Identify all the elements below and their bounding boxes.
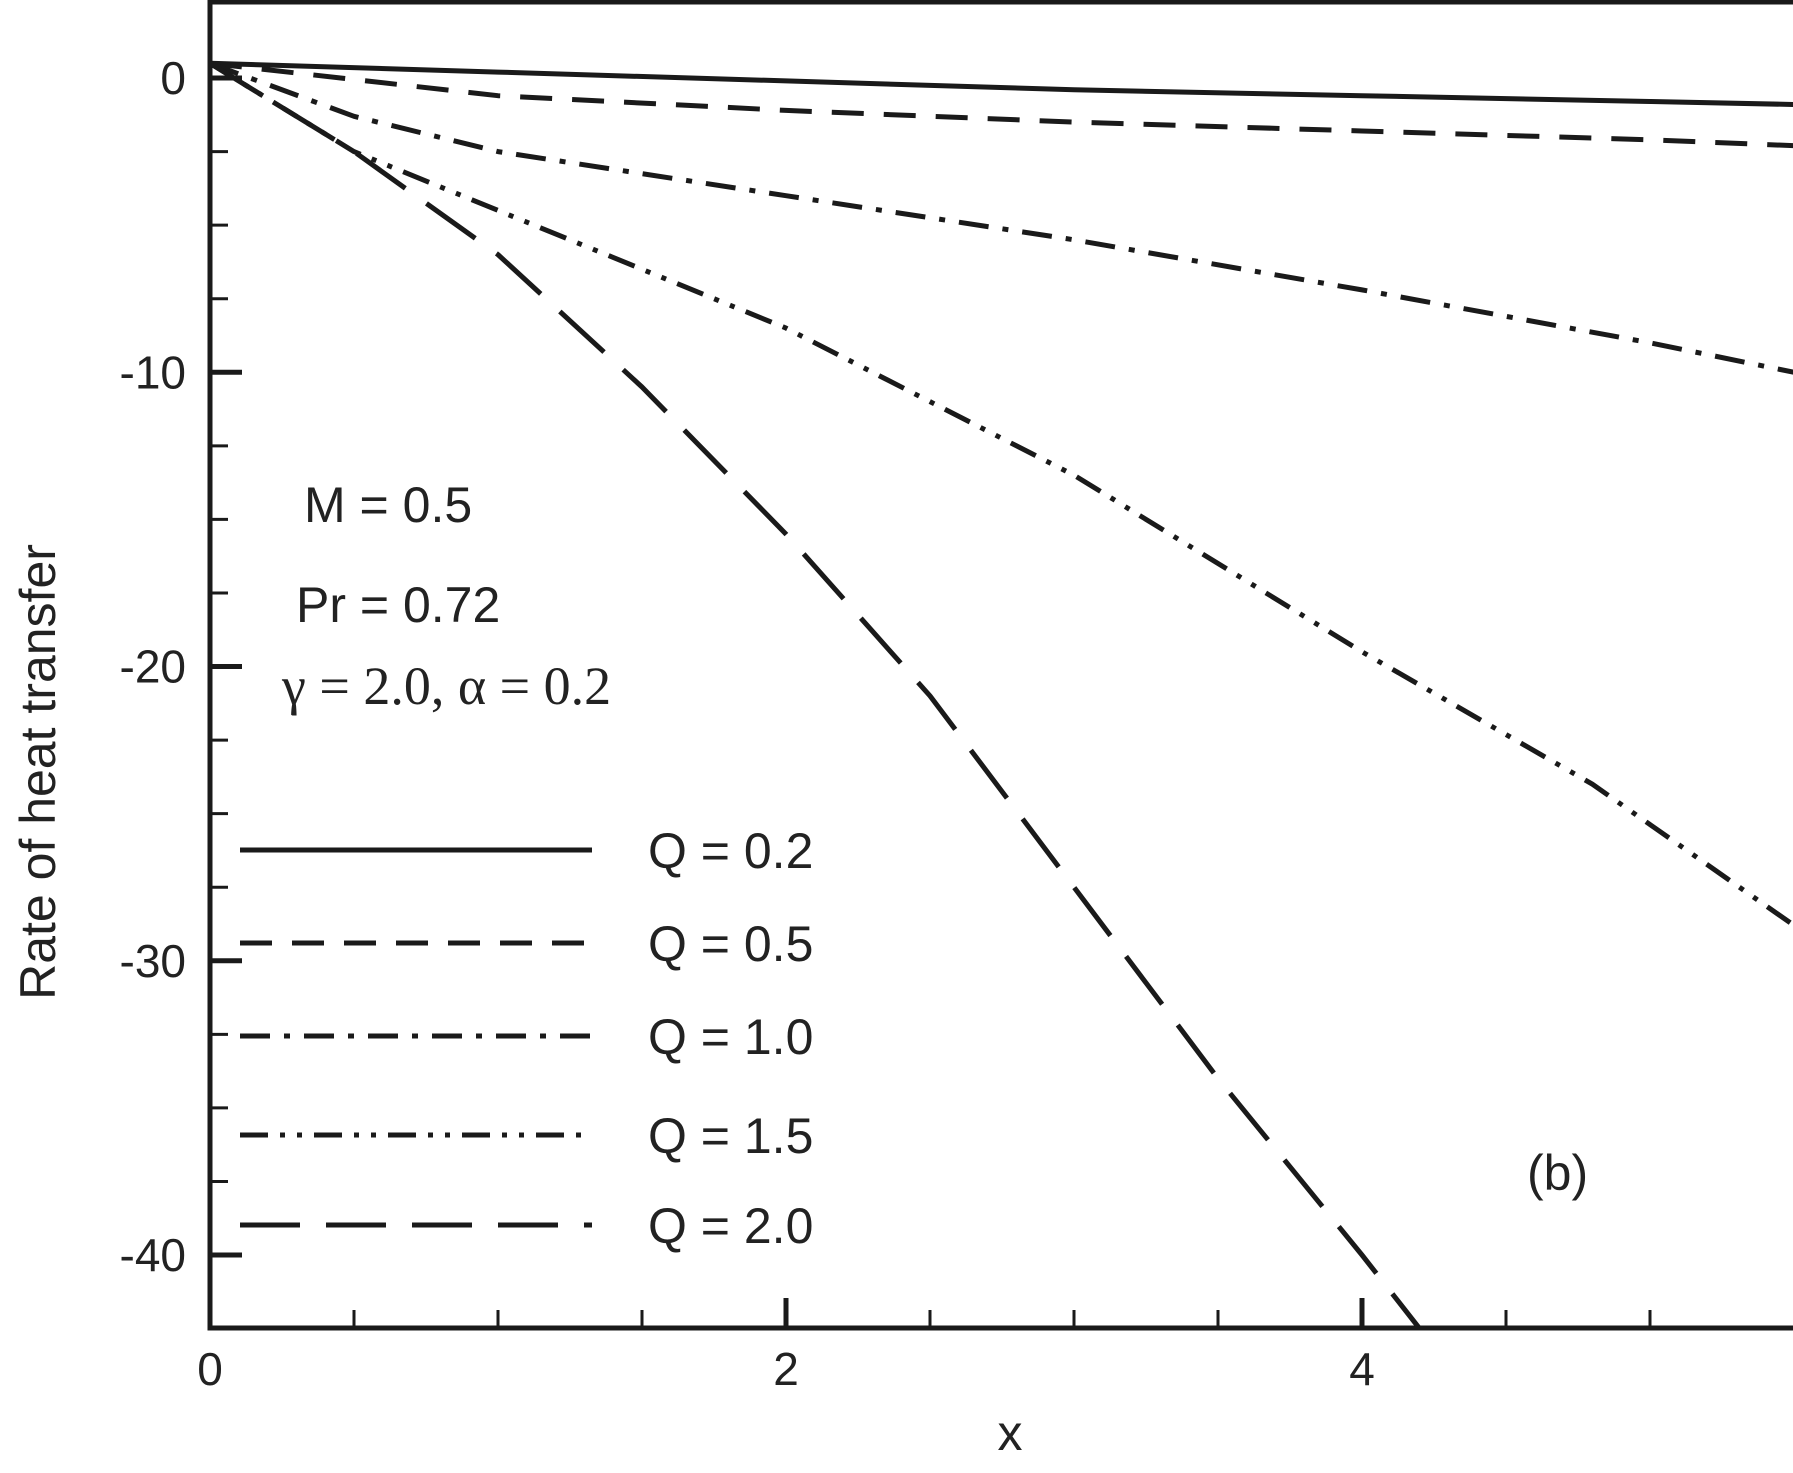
series-line-1 <box>210 60 1793 107</box>
series-line-3 <box>210 60 1793 375</box>
annotation-gamma-alpha: γ = 2.0, α = 0.2 <box>281 656 611 716</box>
y-tick-label: -30 <box>120 935 186 987</box>
y-axis-title: Rate of heat transfer <box>10 544 66 1000</box>
legend-label-3: Q = 1.0 <box>648 1009 813 1065</box>
series-line-2 <box>210 60 1793 149</box>
annotation-pr: Pr = 0.72 <box>296 577 500 633</box>
legend-label-2: Q = 0.5 <box>648 916 813 972</box>
series-line-4 <box>210 61 1793 928</box>
series-layer <box>210 60 1793 1328</box>
legend-label-5: Q = 2.0 <box>648 1198 813 1254</box>
x-tick-label: 4 <box>1349 1343 1375 1395</box>
x-tick-label: 0 <box>197 1343 223 1395</box>
y-tick-label: -10 <box>120 346 186 398</box>
panel-label: (b) <box>1527 1145 1588 1201</box>
y-tick-label: -40 <box>120 1229 186 1281</box>
legend: Q = 0.2 Q = 0.5 Q = 1.0 Q = 1.5 Q = 2.0 <box>240 823 813 1254</box>
series-line-5 <box>210 61 1422 1328</box>
y-tick-label: 0 <box>160 52 186 104</box>
axes-layer: 0 2 4 0 -10 -20 -30 -40 <box>120 52 1652 1395</box>
y-tick-label: -20 <box>120 641 186 693</box>
x-tick-label: 2 <box>773 1343 799 1395</box>
annotation-m: M = 0.5 <box>304 477 472 533</box>
legend-label-1: Q = 0.2 <box>648 823 813 879</box>
legend-label-4: Q = 1.5 <box>648 1108 813 1164</box>
x-axis-title: x <box>998 1405 1023 1461</box>
